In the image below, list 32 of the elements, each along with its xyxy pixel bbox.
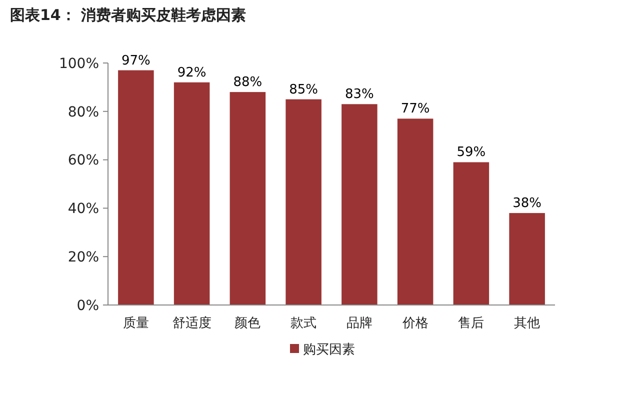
x-tick-label: 款式: [290, 316, 317, 331]
data-label: 97%: [121, 53, 150, 68]
x-tick-label: 质量: [122, 316, 149, 331]
data-label: 77%: [400, 102, 430, 117]
bar: [286, 99, 322, 305]
x-tick-label: 舒适度: [172, 315, 212, 331]
y-tick-label: 20%: [68, 250, 99, 266]
y-tick-label: 40%: [68, 201, 99, 218]
y-tick-label: 60%: [68, 152, 99, 169]
data-label: 92%: [177, 65, 206, 80]
bar: [509, 213, 545, 305]
data-label: 83%: [344, 87, 374, 102]
data-label: 85%: [289, 82, 318, 98]
bar: [174, 82, 210, 305]
bar: [230, 92, 266, 305]
bar: [453, 162, 490, 305]
data-label: 88%: [233, 75, 262, 90]
x-tick-label: 价格: [401, 316, 428, 331]
bar: [397, 118, 434, 305]
x-tick-label: 售后: [458, 316, 484, 331]
y-tick-label: 100%: [58, 56, 99, 72]
x-tick-label: 品牌: [346, 316, 372, 331]
y-tick-label: 0%: [76, 298, 99, 314]
bar: [342, 104, 378, 305]
x-tick-label: 颜色: [234, 316, 261, 331]
data-label: 38%: [512, 196, 542, 212]
x-tick-label: 其他: [514, 316, 540, 331]
chart-title: 图表14： 消费者购买皮鞋考虑因素: [10, 6, 246, 24]
bar: [118, 70, 154, 305]
y-tick-label: 80%: [68, 104, 99, 120]
legend-label: 购买因素: [303, 342, 355, 358]
data-label: 59%: [456, 145, 486, 160]
